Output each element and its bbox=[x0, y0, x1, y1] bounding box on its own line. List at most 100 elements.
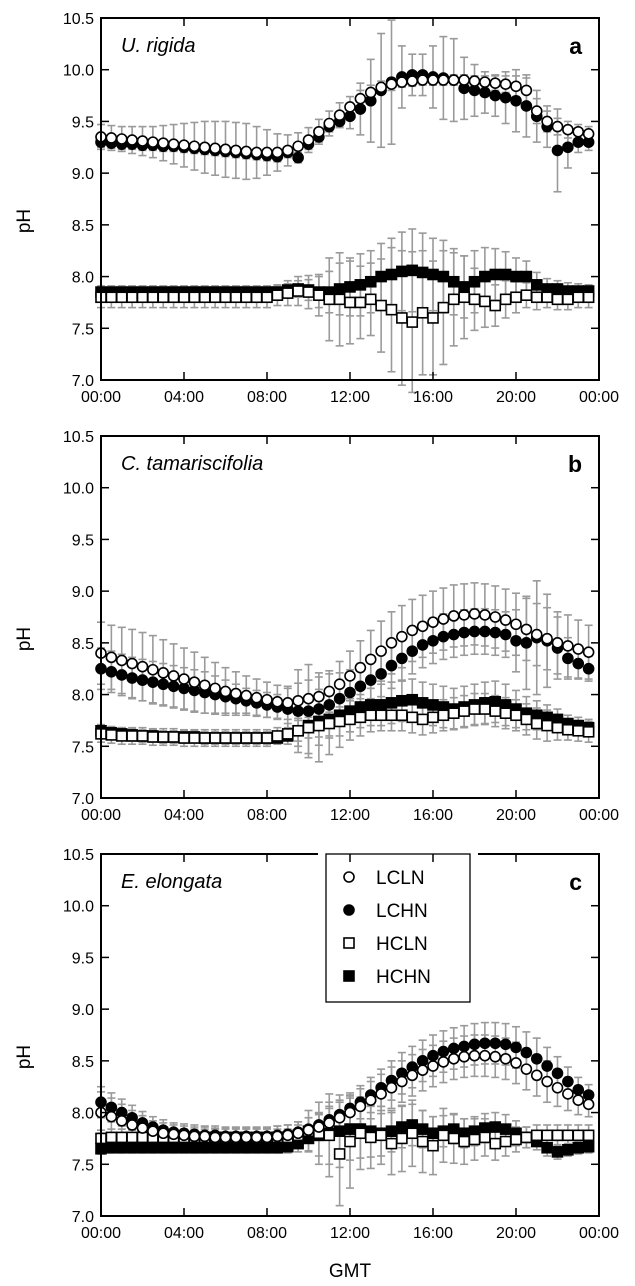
data-point bbox=[230, 144, 242, 157]
data-point bbox=[302, 1124, 315, 1136]
data-point bbox=[209, 291, 221, 304]
data-point bbox=[458, 281, 470, 293]
data-point bbox=[323, 717, 336, 730]
x-tick-label: 04:00 bbox=[164, 807, 204, 824]
data-point bbox=[510, 1041, 522, 1054]
data-point bbox=[344, 1123, 356, 1135]
data-point bbox=[447, 610, 460, 622]
data-point bbox=[157, 1127, 170, 1140]
data-point bbox=[499, 1135, 512, 1148]
data-point bbox=[458, 609, 470, 621]
data-point bbox=[562, 293, 574, 306]
data-point bbox=[551, 721, 564, 734]
data-point bbox=[302, 134, 315, 146]
data-point bbox=[188, 676, 201, 688]
x-tick-label: 00:00 bbox=[81, 389, 121, 406]
data-point bbox=[167, 1128, 180, 1141]
data-point bbox=[582, 726, 595, 738]
data-point bbox=[406, 75, 419, 87]
data-point bbox=[541, 115, 553, 128]
data-point bbox=[375, 299, 387, 312]
data-point bbox=[105, 132, 118, 144]
data-point bbox=[385, 303, 398, 316]
data-point bbox=[333, 109, 346, 122]
data-point bbox=[510, 291, 522, 304]
data-point bbox=[396, 1075, 408, 1088]
data-point bbox=[178, 139, 190, 152]
data-point bbox=[198, 732, 211, 744]
data-point bbox=[364, 674, 377, 686]
data-point bbox=[520, 84, 533, 97]
data-point bbox=[479, 1131, 491, 1144]
data-point bbox=[261, 291, 273, 304]
data-point bbox=[281, 287, 294, 299]
data-point bbox=[136, 291, 149, 304]
data-point bbox=[344, 713, 356, 726]
y-tick-label: 8.5 bbox=[72, 218, 94, 235]
data-point bbox=[582, 291, 595, 304]
data-point bbox=[468, 608, 481, 620]
data-point bbox=[416, 74, 429, 86]
data-point bbox=[530, 628, 543, 641]
data-point bbox=[344, 281, 356, 293]
data-point bbox=[582, 1129, 595, 1142]
data-point bbox=[541, 632, 553, 645]
data-point bbox=[292, 285, 304, 297]
data-point bbox=[396, 709, 408, 722]
data-point bbox=[240, 291, 253, 304]
data-point bbox=[198, 291, 211, 304]
x-tick-label: 12:00 bbox=[330, 389, 370, 406]
data-point bbox=[385, 78, 398, 90]
data-point bbox=[499, 614, 512, 626]
data-point bbox=[313, 125, 325, 138]
data-point bbox=[385, 709, 398, 722]
data-point bbox=[416, 1135, 429, 1148]
chart-panels: 7.0 7.5 8.0 8.5 9.0 9.5 10.0 10.5 00:00 04:00 08:0… bbox=[14, 11, 619, 1242]
data-point bbox=[136, 730, 149, 742]
data-point bbox=[354, 701, 367, 713]
data-point bbox=[281, 144, 294, 157]
x-tick-label: 04:00 bbox=[164, 1225, 204, 1242]
data-point bbox=[427, 711, 439, 724]
data-point bbox=[551, 283, 564, 295]
data-point bbox=[126, 672, 138, 684]
data-point bbox=[364, 275, 377, 288]
series-lcln bbox=[95, 608, 595, 709]
data-point bbox=[458, 626, 470, 639]
data-point bbox=[447, 1042, 460, 1055]
data-point bbox=[437, 301, 450, 314]
data-point bbox=[437, 270, 450, 283]
data-point bbox=[510, 618, 522, 631]
chart-panel-b: 7.0 7.5 8.0 8.5 9.0 9.5 10.0 10.5 00:00 04:00 08:0… bbox=[14, 429, 619, 824]
data-point bbox=[427, 1049, 439, 1062]
data-point bbox=[157, 1141, 170, 1154]
data-point bbox=[427, 312, 439, 324]
y-tick-label: 7.5 bbox=[72, 739, 94, 756]
data-point bbox=[510, 1057, 522, 1069]
data-point bbox=[582, 646, 595, 658]
data-point bbox=[530, 1052, 543, 1065]
data-point bbox=[271, 696, 284, 708]
data-point bbox=[437, 709, 450, 722]
data-point bbox=[541, 291, 553, 304]
data-point bbox=[240, 1131, 253, 1144]
data-point bbox=[302, 705, 315, 717]
data-point bbox=[115, 1115, 128, 1127]
data-point bbox=[375, 81, 387, 94]
y-tick-label: 7.0 bbox=[72, 1209, 94, 1226]
data-point bbox=[188, 1141, 201, 1154]
y-tick-label: 9.5 bbox=[72, 950, 94, 967]
data-point bbox=[427, 699, 439, 711]
data-point bbox=[126, 291, 138, 304]
data-point bbox=[479, 295, 491, 308]
data-point bbox=[354, 296, 367, 309]
data-point bbox=[572, 1141, 585, 1154]
x-axis-title: GMT bbox=[329, 1261, 372, 1282]
data-point bbox=[261, 732, 273, 744]
y-tick-label: 7.5 bbox=[72, 1157, 94, 1174]
data-point bbox=[530, 1069, 543, 1082]
data-point bbox=[499, 293, 512, 306]
data-point bbox=[126, 657, 138, 670]
data-point bbox=[219, 1141, 232, 1154]
data-point bbox=[302, 692, 315, 705]
